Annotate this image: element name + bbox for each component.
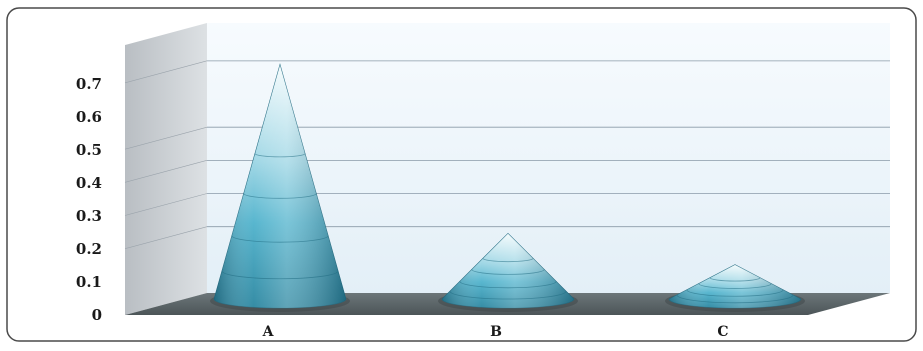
y-axis: 0 0.1 0.2 0.3 0.4 0.5 0.6 0.7: [76, 75, 102, 324]
side-gridline: [124, 193, 208, 216]
cone-b: [438, 232, 578, 312]
gridlines: [124, 60, 890, 249]
side-wall: [125, 23, 207, 315]
y-tick-label: 0.6: [76, 108, 102, 126]
y-tick-label: 0.2: [76, 240, 102, 258]
cone-band: [676, 294, 794, 304]
cone-a: [210, 63, 350, 312]
cone-band: [231, 235, 329, 243]
back-wall: [207, 23, 890, 293]
x-axis: A B C: [262, 324, 729, 340]
y-tick-label: 0.1: [76, 273, 102, 291]
side-gridline: [124, 226, 208, 249]
cone-band: [698, 283, 772, 289]
cone-shading: [669, 264, 801, 308]
cone-band: [459, 281, 557, 289]
y-tick-label: 0.4: [76, 174, 102, 192]
cone-shading: [442, 233, 574, 308]
cone-band: [254, 153, 306, 158]
cone-series: [210, 63, 805, 312]
y-tick-label: 0: [92, 306, 102, 324]
x-tick-label: A: [262, 324, 275, 340]
y-tick-label: 0.7: [76, 75, 102, 93]
x-tick-label: B: [490, 324, 502, 340]
cone-c: [665, 264, 805, 312]
cone-band: [709, 277, 761, 282]
side-gridline: [124, 126, 208, 150]
cone-band: [471, 269, 545, 275]
x-tick-label: C: [717, 324, 728, 340]
cone-band: [686, 289, 784, 297]
cone-band: [482, 258, 534, 263]
cone-shading: [214, 64, 346, 308]
cone-band: [243, 193, 317, 199]
y-tick-label: 0.5: [76, 141, 102, 159]
cone-band: [449, 290, 567, 300]
side-gridline: [124, 160, 208, 183]
cone-band: [221, 270, 339, 280]
side-gridline: [124, 60, 208, 84]
y-tick-label: 0.3: [76, 207, 102, 225]
